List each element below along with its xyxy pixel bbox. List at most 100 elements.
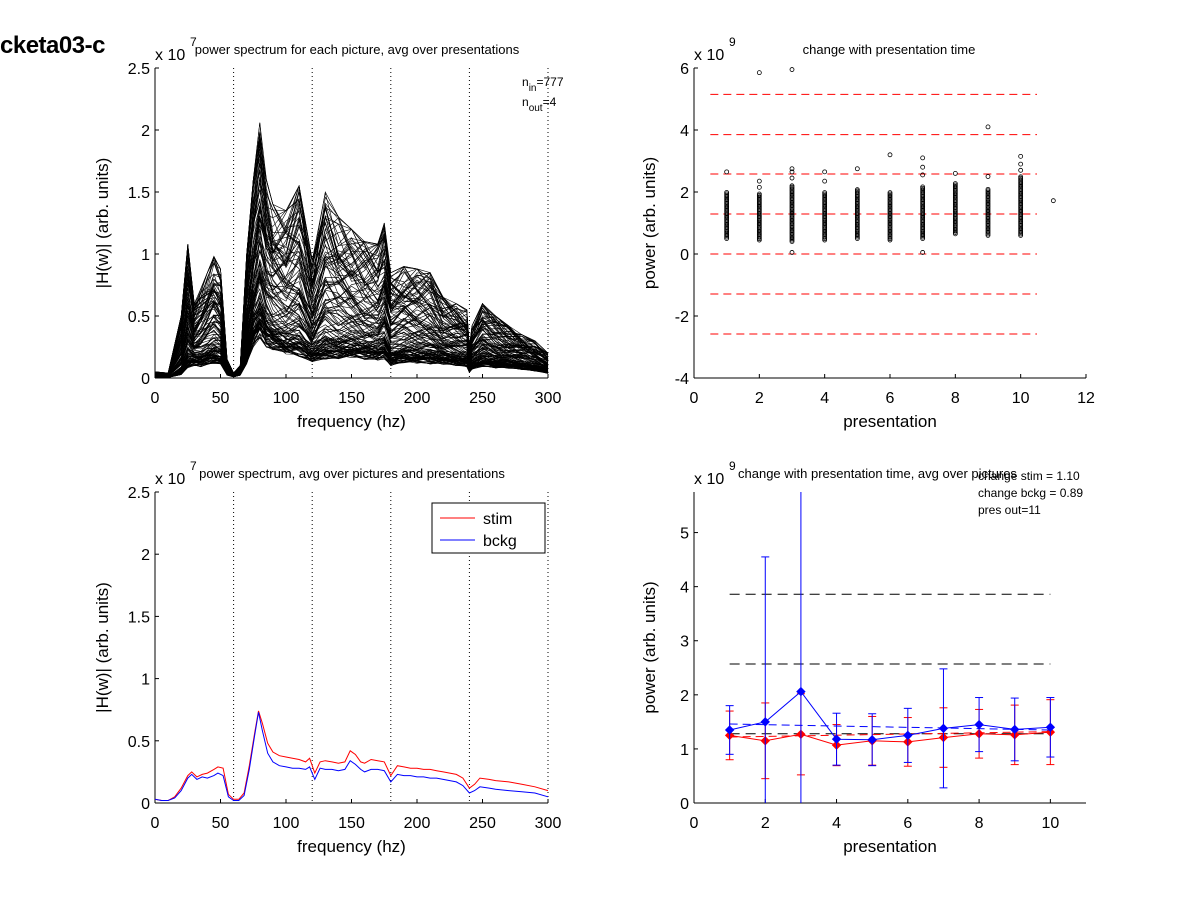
p2-point <box>1018 177 1024 183</box>
p2-point <box>756 191 762 197</box>
p2-xtick-label: 10 <box>1012 390 1030 407</box>
p2-xtick-label: 8 <box>951 390 960 407</box>
p1-xtick-label: 300 <box>535 390 562 407</box>
p4-xtick-label: 6 <box>903 815 912 832</box>
p3-xtick-label: 300 <box>535 815 562 832</box>
p1-spectrum-line <box>154 217 549 375</box>
p2-point <box>756 184 762 190</box>
p1-ytick-label: 0 <box>141 371 150 388</box>
p2-ytick-label: -2 <box>675 309 689 326</box>
p2-multiplier: x 10 <box>694 47 724 64</box>
p4-ylabel: power (arb. units) <box>640 581 659 713</box>
p2-point <box>789 183 795 189</box>
p1-ytick-label: 0.5 <box>128 309 150 326</box>
p3-ytick-label: 2 <box>141 547 150 564</box>
p4-marker <box>1045 722 1056 732</box>
p2-point <box>920 155 926 161</box>
p1-ytick-label: 2 <box>141 123 150 140</box>
p2-point <box>756 193 762 198</box>
p4-xtick-label: 0 <box>690 815 699 832</box>
p2-point <box>1018 161 1024 167</box>
p2-point <box>1018 174 1024 180</box>
p4-xtick-label: 2 <box>761 815 770 832</box>
p3-xtick-label: 150 <box>338 815 365 832</box>
p2-point <box>1018 175 1024 181</box>
p4-marker <box>796 686 806 697</box>
p2-point <box>789 67 795 72</box>
p2-point <box>854 166 860 172</box>
p2-point <box>854 187 860 193</box>
p4-marker <box>724 725 735 735</box>
p2-point <box>822 193 828 198</box>
p3-xtick-label: 250 <box>469 815 496 832</box>
p1-n-out-annotation: nout=4 <box>522 95 557 114</box>
p4-xlabel: presentation <box>843 837 937 856</box>
p1-spectrum-line <box>154 249 549 375</box>
p1-ytick-label: 2.5 <box>128 61 150 78</box>
p4-xtick-label: 10 <box>1041 815 1059 832</box>
p2-point <box>952 181 958 187</box>
p1-ytick-label: 1.5 <box>128 185 150 202</box>
p3-xtick-label: 100 <box>273 815 300 832</box>
p2-point <box>822 178 828 184</box>
p3-ytick-label: 1 <box>141 672 150 689</box>
p3-ytick-label: 0 <box>141 796 150 813</box>
p1-spectrum-line <box>154 288 549 377</box>
p2-point <box>1018 167 1024 173</box>
figure-title: cketa03-c <box>0 32 105 59</box>
p1-spectrum-line <box>154 182 549 374</box>
p2-point <box>724 190 730 195</box>
p2-point <box>789 186 795 191</box>
p1-multiplier-exp: 7 <box>190 35 197 49</box>
p2-point <box>985 188 991 194</box>
p3-xtick-label: 50 <box>212 815 230 832</box>
p3-ytick-label: 2.5 <box>128 485 150 502</box>
p2-point <box>920 184 926 190</box>
p2-point <box>887 152 893 158</box>
p1-spectrum-line <box>154 281 549 377</box>
p4-annotation: change bckg = 0.89 <box>978 486 1083 500</box>
p1-spectrum-line <box>154 326 549 378</box>
p1-xtick-label: 150 <box>338 390 365 407</box>
p4-marker <box>867 735 877 745</box>
p4-fit-line-bckg <box>729 723 1051 731</box>
p2-xtick-label: 0 <box>690 390 699 407</box>
p4-errorbars-bckg <box>725 492 1055 803</box>
p2-xtick-label: 12 <box>1077 390 1095 407</box>
p3-multiplier-exp: 7 <box>190 459 197 473</box>
p2-point <box>920 187 926 193</box>
p2-xtick-label: 2 <box>755 390 764 407</box>
p2-point <box>1050 198 1056 204</box>
p4-marker <box>760 717 770 727</box>
p4-fit-line-stim <box>729 731 1051 738</box>
p1-spectrum-line <box>154 273 549 376</box>
p2-point <box>887 190 893 196</box>
p1-n-in-annotation: nin=777 <box>522 75 564 94</box>
p2-point <box>724 192 730 198</box>
p3-multiplier: x 10 <box>155 471 185 488</box>
p4-xtick-label: 4 <box>832 815 841 832</box>
p2-point <box>985 189 991 195</box>
p3-xlabel: frequency (hz) <box>297 837 406 856</box>
p2-ytick-label: 6 <box>680 61 689 78</box>
p4-multiplier: x 10 <box>694 471 724 488</box>
p4-ytick-label: 2 <box>680 688 689 705</box>
p1-spectrum-line <box>154 318 549 378</box>
p2-point <box>822 190 828 196</box>
p2-point <box>985 124 991 130</box>
p1-xtick-label: 200 <box>404 390 431 407</box>
p2-point <box>789 175 795 181</box>
p4-ytick-label: 4 <box>680 580 689 597</box>
p1-ylabel: |H(w)| (arb. units) <box>93 158 112 289</box>
p2-point <box>822 191 828 197</box>
p3-series-stim <box>154 710 549 801</box>
p1-xlabel: frequency (hz) <box>297 412 406 431</box>
p3-title: power spectrum, avg over pictures and pr… <box>199 466 505 481</box>
p2-point <box>756 70 762 76</box>
p2-xtick-label: 6 <box>886 390 895 407</box>
p1-xtick-label: 100 <box>273 390 300 407</box>
p2-point <box>952 182 958 188</box>
p3-legend-box <box>431 502 546 554</box>
p4-annotation: pres out=11 <box>978 503 1041 517</box>
p4-series-bckg <box>729 690 1051 741</box>
